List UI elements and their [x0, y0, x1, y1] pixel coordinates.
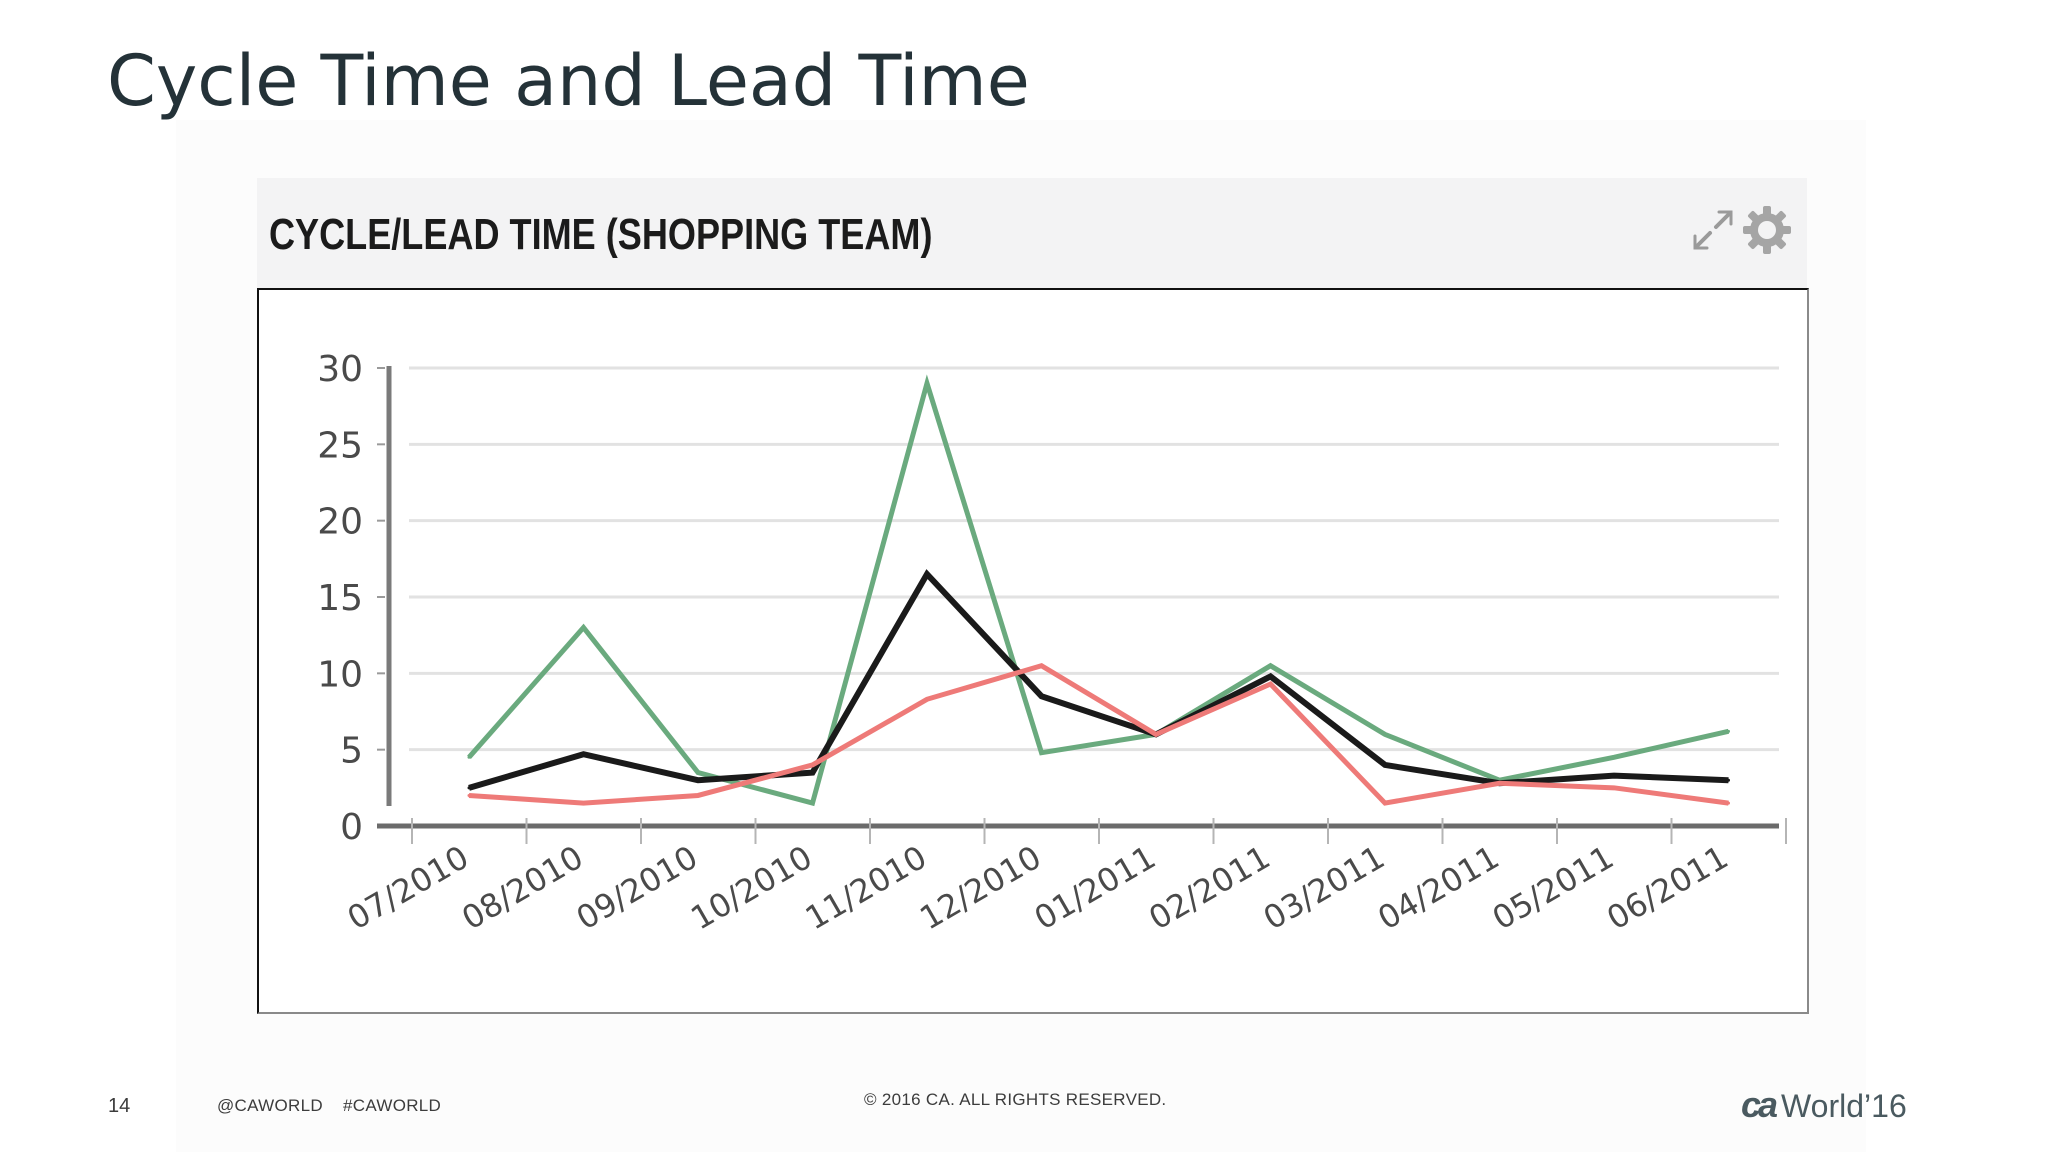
- series-line: [467, 374, 1730, 807]
- page-number: 14: [108, 1095, 131, 1117]
- y-tick-label: 30: [317, 349, 363, 390]
- x-tick-label: 03/2011: [1257, 838, 1391, 937]
- data-point: [925, 697, 929, 701]
- x-tick-label: 05/2011: [1486, 838, 1620, 937]
- x-tick-label: 10/2010: [684, 838, 818, 937]
- series-line: [468, 662, 1729, 806]
- data-point: [811, 771, 814, 775]
- data-point: [925, 381, 929, 385]
- widget-title: CYCLE/LEAD TIME (SHOPPING TEAM): [269, 210, 933, 259]
- chart-widget: CYCLE/LEAD TIME (SHOPPING TEAM): [257, 178, 1809, 1014]
- data-point: [696, 793, 700, 797]
- copyright-notice: © 2016 CA. ALL RIGHTS RESERVED.: [864, 1090, 1167, 1109]
- data-point: [1498, 781, 1501, 785]
- data-point: [1040, 694, 1043, 698]
- series-line: [468, 569, 1729, 791]
- data-point: [467, 786, 471, 790]
- x-tick-label: 09/2010: [570, 838, 704, 937]
- y-tick-label: 20: [317, 502, 363, 543]
- x-tick-label: 02/2011: [1142, 838, 1276, 937]
- chart-area: 0 5 10 15 20 25 30 07/2010 08/2010 09/2010 10/2010…: [257, 288, 1809, 1014]
- data-point: [1727, 778, 1730, 782]
- data-point: [1269, 664, 1272, 668]
- data-point: [696, 778, 700, 782]
- data-point: [582, 626, 585, 630]
- data-point: [582, 801, 585, 805]
- line-chart: 0 5 10 15 20 25 30 07/201008/201009/201010/2010…: [317, 349, 1787, 937]
- widget-header: CYCLE/LEAD TIME (SHOPPING TEAM): [257, 178, 1807, 288]
- data-point: [1612, 755, 1616, 759]
- data-point: [1040, 664, 1043, 668]
- x-tick-label: 12/2010: [913, 838, 1047, 937]
- data-point: [1154, 732, 1158, 736]
- data-point: [1269, 674, 1272, 678]
- data-point: [1612, 774, 1616, 778]
- y-tick-label: 5: [340, 731, 363, 772]
- data-point: [1727, 729, 1730, 733]
- x-tick-label: 08/2010: [455, 838, 589, 937]
- y-tick-label: 25: [317, 425, 363, 466]
- data-point: [1383, 763, 1387, 767]
- data-point: [1383, 801, 1387, 805]
- ca-world-logo: ca World’16: [1741, 1084, 1907, 1126]
- x-tick-label: 01/2011: [1028, 838, 1162, 937]
- y-tick-label: 10: [317, 654, 363, 695]
- data-point: [696, 771, 700, 775]
- expand-icon[interactable]: [1683, 200, 1743, 260]
- data-point: [1727, 801, 1730, 805]
- gear-icon[interactable]: [1737, 200, 1797, 260]
- x-tick-label: 06/2011: [1600, 838, 1734, 937]
- data-point: [1612, 786, 1616, 790]
- x-tick-label: 11/2010: [799, 838, 933, 937]
- data-point: [582, 752, 585, 756]
- data-point: [1383, 732, 1387, 736]
- slide-title: Cycle Time and Lead Time: [107, 40, 1030, 122]
- data-point: [1040, 751, 1043, 755]
- data-point: [925, 572, 929, 576]
- data-point: [811, 763, 814, 767]
- logo-text: World’16: [1781, 1088, 1907, 1124]
- data-point: [811, 801, 814, 805]
- logo-mark: ca: [1741, 1084, 1778, 1125]
- social-handles: @CAWORLD #CAWORLD: [217, 1096, 442, 1115]
- y-tick-label: 15: [317, 578, 363, 619]
- data-point: [1269, 682, 1272, 686]
- y-tick-label: 0: [340, 807, 363, 848]
- data-point: [467, 755, 471, 759]
- data-point: [467, 793, 471, 797]
- x-tick-label: 07/2010: [341, 838, 475, 937]
- x-tick-label: 04/2011: [1371, 838, 1505, 937]
